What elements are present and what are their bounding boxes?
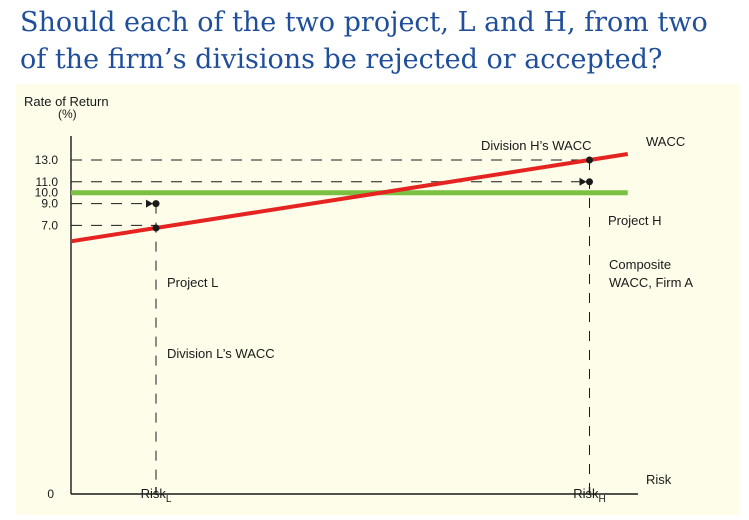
composite-label-line-2: WACC, Firm A bbox=[609, 275, 693, 290]
y-tick-label: 7.0 bbox=[41, 218, 58, 232]
y-axis-label: Rate of Return bbox=[24, 94, 109, 109]
y-axis-unit: (%) bbox=[58, 107, 77, 121]
project-h-label: Project H bbox=[608, 213, 661, 228]
y-tick-label: 10.0 bbox=[35, 186, 59, 200]
division-l-wacc-point bbox=[152, 224, 160, 232]
project-h-point bbox=[586, 178, 593, 186]
project-l-arrow bbox=[146, 199, 153, 208]
project-l-point bbox=[152, 200, 160, 208]
division-h-wacc-label: Division H’s WACC bbox=[481, 138, 592, 153]
page-title: Should each of the two project, L and H,… bbox=[20, 4, 740, 78]
project-h-arrow bbox=[579, 177, 587, 186]
y-tick-label: 13.0 bbox=[35, 153, 59, 167]
y-tick-label: 11.0 bbox=[36, 175, 59, 189]
composite-label-line-1: Composite bbox=[609, 257, 671, 272]
x-marker-risk-l: RiskL bbox=[141, 486, 172, 505]
y-tick-label: 9.0 bbox=[41, 197, 58, 211]
title-line-2: of the firm’s divisions be rejected or a… bbox=[20, 44, 663, 75]
y-tick-label: 0 bbox=[47, 487, 54, 501]
division-h-wacc-point bbox=[586, 156, 593, 164]
division-l-wacc-label: Division L’s WACC bbox=[167, 346, 275, 361]
x-axis-label: Risk bbox=[646, 472, 672, 487]
x-marker-risk-h: RiskH bbox=[573, 486, 606, 505]
title-line-1: Should each of the two project, L and H,… bbox=[20, 7, 708, 38]
project-l-label: Project L bbox=[167, 275, 218, 290]
wacc-label: WACC bbox=[646, 134, 685, 149]
